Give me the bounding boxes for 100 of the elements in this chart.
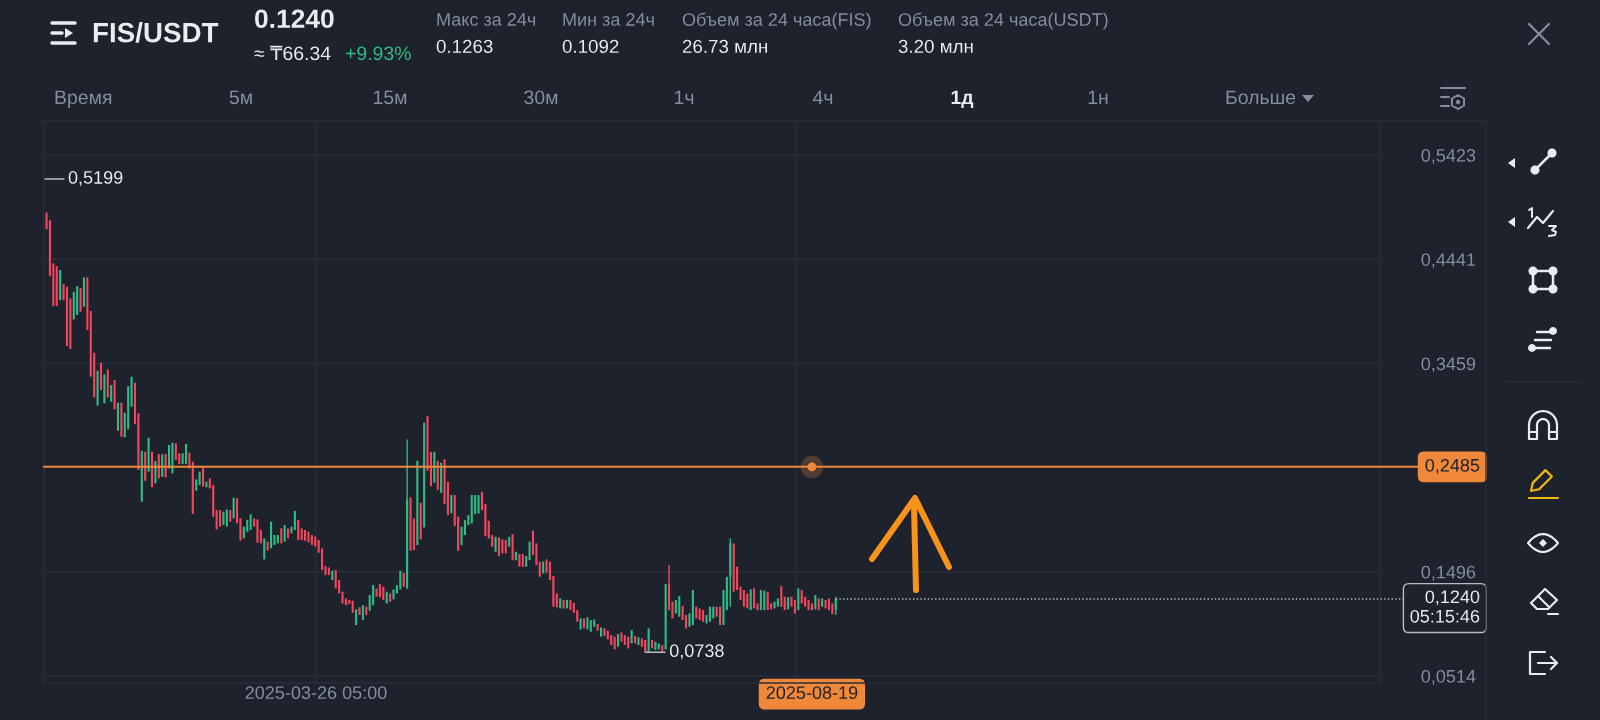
candlestick [389,593,392,602]
candlestick [759,590,762,611]
candlestick [787,597,790,610]
ref-line-label: 0,2485 [1425,458,1480,474]
text: 0.1240 [255,9,334,29]
candlestick [314,536,317,547]
candlestick [423,422,426,528]
candlestick [106,369,109,398]
candlestick [103,374,106,404]
candlestick [477,495,480,514]
candlestick [708,606,711,622]
candlestick [719,606,722,626]
candlestick [99,362,103,391]
candlestick [702,610,705,622]
text: 15м [373,90,407,105]
annotation: 0,0738 [669,644,724,660]
candlestick [256,519,259,543]
candlestick [355,609,358,626]
text: 4ч [812,90,833,105]
candlestick [232,497,235,519]
text: +9.93% [345,46,411,61]
candlestick [113,380,116,410]
candlestick [409,497,412,551]
candlestick [623,635,626,646]
text: Объем за 24 часа(USDT) [898,12,1108,30]
candlestick [528,541,531,561]
candlestick [96,370,99,406]
text: 1ч [675,90,694,105]
candlestick [525,556,528,567]
text: 1н [1088,90,1108,105]
candlestick [579,618,582,630]
candlestick [518,554,521,567]
candlestick [817,598,820,611]
candlestick [824,600,827,609]
candlestick [184,444,188,465]
text: Больше [1226,90,1296,105]
candlestick [511,534,514,561]
candlestick [508,536,511,547]
candlestick [191,461,194,515]
candlestick [814,595,817,610]
candlestick [470,495,473,524]
text: 1д [951,90,974,108]
candlestick [378,584,381,598]
y-tick-label: 0,5423 [1421,149,1476,164]
candlestick [616,634,620,647]
text: 26.73 млн [682,39,768,54]
candlestick [630,630,633,644]
candlestick [307,531,310,543]
text: 0.1092 [562,39,619,54]
candlestick [589,620,592,632]
candlestick [300,528,303,541]
candlestick [419,502,422,540]
annotation: 0,5199 [68,171,123,186]
candlestick [225,509,228,527]
candlestick [555,593,558,608]
candlestick [276,535,279,544]
text: 0.1263 [436,39,493,54]
candlestick [800,590,803,604]
text: Объем за 24 часа(FIS) [682,12,871,30]
candlestick [654,641,657,650]
candlestick [382,586,385,601]
y-tick-label: 0,4441 [1421,253,1476,269]
candlestick [821,598,824,607]
candlestick [392,589,395,600]
candlestick [521,554,524,567]
candlestick [664,584,667,650]
candlestick [293,510,296,530]
candlestick [610,635,613,646]
candlestick [287,528,290,539]
candlestick [674,600,677,614]
candlestick [569,600,572,611]
candlestick [633,636,637,644]
candlestick [807,600,810,611]
candlestick [497,537,501,557]
candlestick [334,570,337,589]
candlestick [766,591,769,611]
chart-title: FIS/USDT [93,22,219,43]
candlestick [402,572,405,587]
x-tick-label: 2025-03-26 05:00 [245,686,387,700]
candlestick [678,596,681,617]
candlestick [218,510,222,527]
candlestick [599,627,603,637]
candlestick [331,570,334,581]
candlestick [361,605,364,621]
candlestick [776,598,779,607]
text: ≈ ₸66.34 [254,45,331,61]
candlestick [270,521,273,549]
text: 3.20 млн [898,39,973,54]
candlestick [110,385,113,402]
candlestick [780,586,783,607]
candlestick [416,460,419,546]
candlestick [596,624,599,631]
candlestick [586,617,589,630]
candlestick [327,567,330,576]
text: Время [55,90,112,109]
candlestick [834,595,837,616]
y-tick-label: 0,1496 [1421,565,1476,581]
candlestick [310,535,313,546]
candlestick [773,601,776,609]
candlestick [582,618,586,629]
